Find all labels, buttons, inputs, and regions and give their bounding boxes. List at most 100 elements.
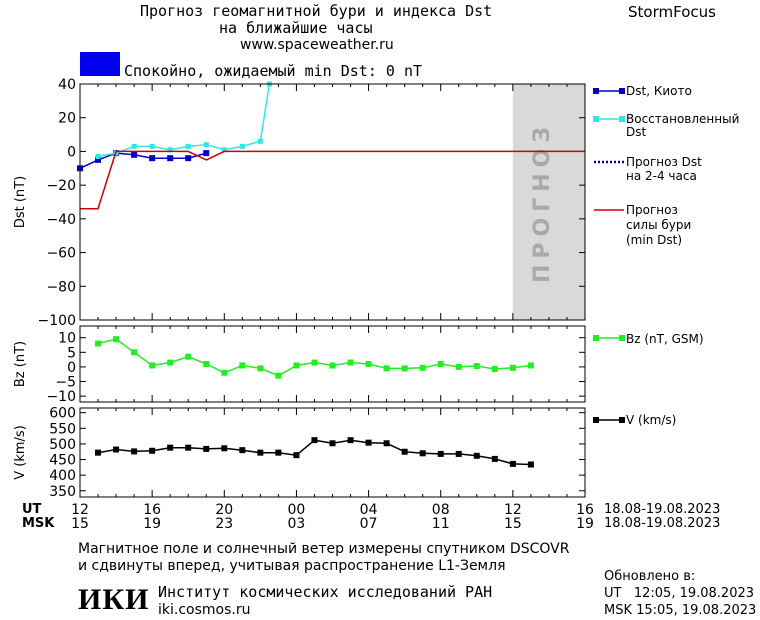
v-point bbox=[509, 460, 516, 467]
dst-point bbox=[221, 147, 227, 153]
bz-point bbox=[275, 372, 282, 379]
bz-point bbox=[239, 362, 246, 369]
bz-point bbox=[185, 353, 192, 360]
bz-point bbox=[221, 369, 228, 376]
chart-title-line2: на ближайшие часы bbox=[219, 19, 373, 37]
bz-series-line-0 bbox=[97, 338, 531, 377]
bz-ytick-label: 0 bbox=[67, 360, 76, 376]
dst-ytick-label: 0 bbox=[67, 144, 76, 160]
v-point bbox=[293, 452, 300, 459]
bz-point bbox=[149, 362, 156, 369]
dst-point bbox=[167, 155, 174, 162]
v-point bbox=[149, 447, 156, 454]
v-point bbox=[347, 437, 354, 444]
dst-point bbox=[131, 143, 137, 149]
bz-ylabel: Bz (nT) bbox=[13, 341, 28, 387]
dst-ytick-label: 40 bbox=[58, 77, 76, 93]
bz-point bbox=[365, 361, 372, 367]
dst-point bbox=[257, 138, 263, 144]
institute-site[interactable]: iki.cosmos.ru bbox=[158, 602, 251, 618]
legend-bz-symbol-marker bbox=[593, 335, 599, 341]
legend-restored-line1: Восстановленный bbox=[626, 112, 740, 126]
msk-tick-label: 11 bbox=[432, 516, 450, 532]
dst-point bbox=[185, 143, 191, 149]
msk-label: MSK bbox=[22, 516, 55, 531]
v-point bbox=[203, 445, 210, 452]
dst-point bbox=[203, 142, 209, 148]
dst-point bbox=[149, 143, 155, 149]
legend-storm-line1: Прогноз bbox=[626, 203, 678, 217]
bz-ytick-label: 5 bbox=[67, 345, 76, 361]
v-frame bbox=[79, 407, 586, 498]
bz-point bbox=[113, 336, 120, 343]
institute-name: Институт космических исследований РАН bbox=[158, 583, 493, 601]
bz-point bbox=[509, 364, 516, 371]
v-point bbox=[113, 446, 120, 453]
legend-forecast-line1: Прогноз Dst bbox=[626, 155, 702, 169]
v-point bbox=[491, 455, 498, 462]
ut-tick-label: 16 bbox=[143, 502, 161, 518]
legend-bz: Bz (nT, GSM) bbox=[626, 332, 704, 346]
v-point bbox=[365, 439, 372, 446]
bz-point bbox=[311, 359, 318, 366]
v-point bbox=[95, 449, 102, 456]
msk-tick-label: 03 bbox=[288, 516, 306, 532]
legend-bz-symbol-marker bbox=[619, 335, 625, 341]
bz-ytick-label: −10 bbox=[46, 389, 76, 405]
msk-range: 18.08-19.08.2023 bbox=[604, 516, 721, 531]
ut-tick-label: 12 bbox=[504, 502, 522, 518]
v-point bbox=[437, 450, 444, 457]
v-ytick-label: 500 bbox=[49, 437, 76, 453]
legend-dst-kyoto-symbol-marker bbox=[593, 88, 599, 94]
dst-ytick-label: 20 bbox=[58, 111, 76, 127]
v-point bbox=[311, 437, 318, 444]
v-point bbox=[383, 440, 390, 447]
v-point bbox=[131, 448, 138, 455]
v-ytick-label: 400 bbox=[49, 468, 76, 484]
dst-series-line-2 bbox=[80, 150, 585, 210]
legend-storm-line3: (min Dst) bbox=[626, 233, 683, 247]
v-point bbox=[257, 449, 264, 456]
v-ytick-label: 450 bbox=[49, 453, 76, 469]
bz-point bbox=[491, 365, 498, 372]
msk-tick-label: 15 bbox=[504, 516, 522, 532]
bz-point bbox=[419, 364, 426, 371]
v-point bbox=[473, 452, 480, 459]
dst-ytick-label: −20 bbox=[46, 178, 76, 194]
dst-point bbox=[185, 155, 192, 162]
legend-storm-line2: силы бури bbox=[626, 218, 692, 232]
v-point bbox=[185, 444, 192, 451]
msk-tick-label: 07 bbox=[360, 516, 378, 532]
ut-range: 18.08-19.08.2023 bbox=[604, 502, 721, 517]
ut-tick-label: 20 bbox=[215, 502, 233, 518]
footer-note-line2: и сдвинуты вперед, учитывая распростране… bbox=[78, 558, 506, 574]
bz-point bbox=[383, 365, 390, 372]
v-ytick-label: 550 bbox=[49, 421, 76, 437]
dst-point bbox=[203, 150, 210, 157]
bz-point bbox=[347, 359, 354, 366]
v-point bbox=[167, 444, 174, 451]
msk-tick-label: 15 bbox=[71, 516, 89, 532]
status-text: Спокойно, ожидаемый min Dst: 0 nT bbox=[124, 62, 423, 80]
bz-point bbox=[329, 362, 336, 369]
ut-tick-label: 16 bbox=[576, 502, 594, 518]
legend-v-symbol-marker bbox=[593, 417, 599, 423]
v-point bbox=[239, 447, 246, 454]
ut-tick-label: 12 bbox=[71, 502, 89, 518]
legend-restored-symbol-marker bbox=[593, 116, 599, 122]
dst-point bbox=[149, 155, 156, 162]
msk-tick-label: 19 bbox=[576, 516, 594, 532]
bz-point bbox=[167, 359, 174, 366]
updated-ut: UT 12:05, 19.08.2023 bbox=[604, 586, 755, 601]
v-ytick-label: 350 bbox=[49, 484, 76, 500]
footer-note-line1: Магнитное поле и солнечный ветер измерен… bbox=[78, 541, 570, 557]
site-url[interactable]: www.spaceweather.ru bbox=[240, 37, 394, 53]
v-ylabel: V (km/s) bbox=[13, 425, 28, 480]
forecast-zone-label: ПРОГНОЗ bbox=[530, 121, 555, 283]
forecast-zone bbox=[512, 84, 585, 320]
ut-tick-label: 00 bbox=[288, 502, 306, 518]
v-point bbox=[419, 450, 426, 457]
legend-forecast-line2: на 2-4 часа bbox=[626, 169, 697, 183]
v-series-line-0 bbox=[97, 439, 531, 466]
